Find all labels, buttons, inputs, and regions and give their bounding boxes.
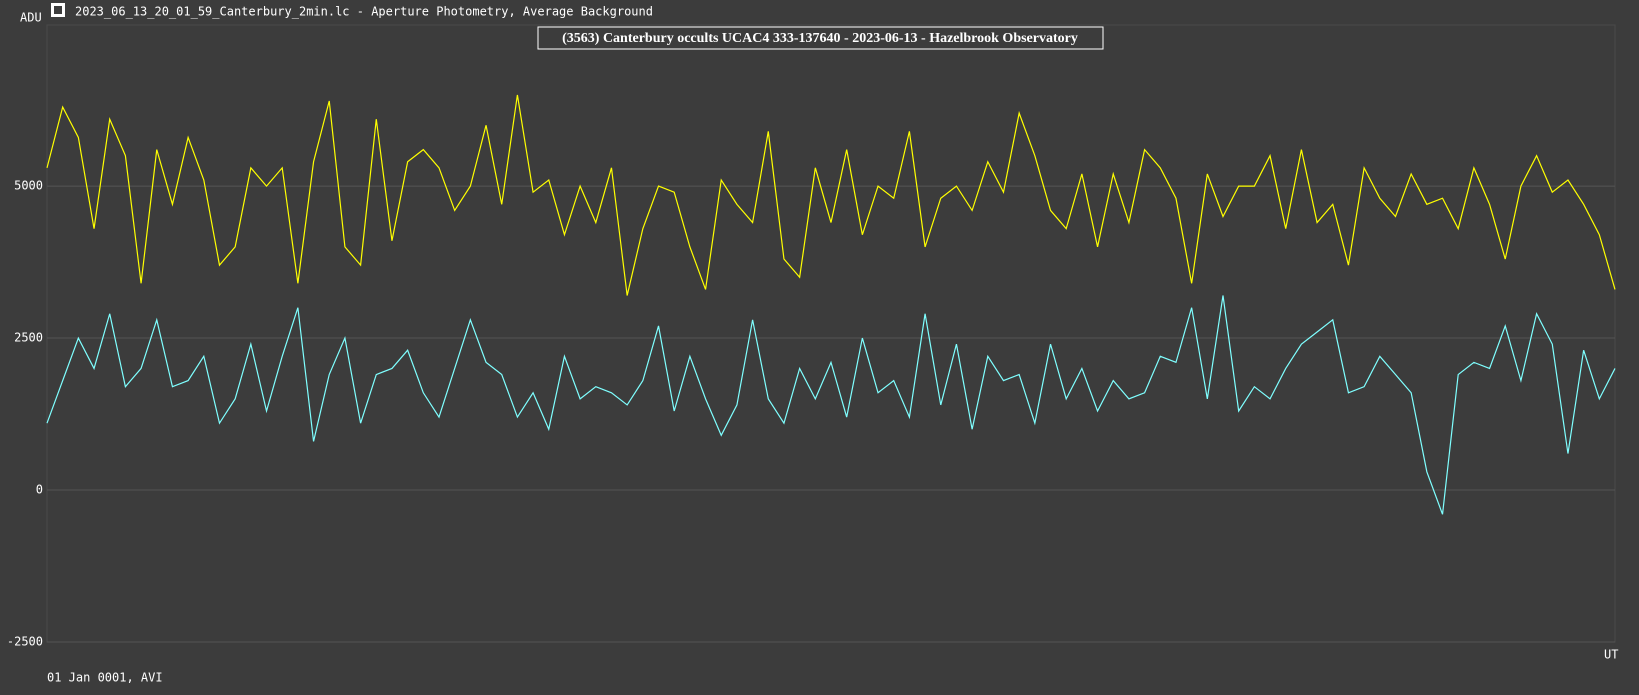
- footer: 01 Jan 0001, AVI: [47, 671, 163, 685]
- y-tick-label: 2500: [14, 331, 43, 345]
- series-line: [46, 94, 1616, 296]
- y-tick-label: 5000: [14, 179, 43, 193]
- title-box: [537, 26, 1104, 50]
- app-icon-inner: [54, 6, 62, 14]
- window-header: 2023_06_13_20_01_59_Canterbury_2min.lc -…: [75, 5, 653, 19]
- y-tick-label: -2500: [7, 635, 43, 649]
- y-axis-label: ADU: [20, 11, 42, 25]
- series-line: [46, 295, 1616, 515]
- y-tick-label: 0: [36, 483, 43, 497]
- chart-title: (3563) Canterbury occults UCAC4 333-1376…: [562, 31, 1078, 46]
- x-axis-label: UT: [1604, 648, 1618, 662]
